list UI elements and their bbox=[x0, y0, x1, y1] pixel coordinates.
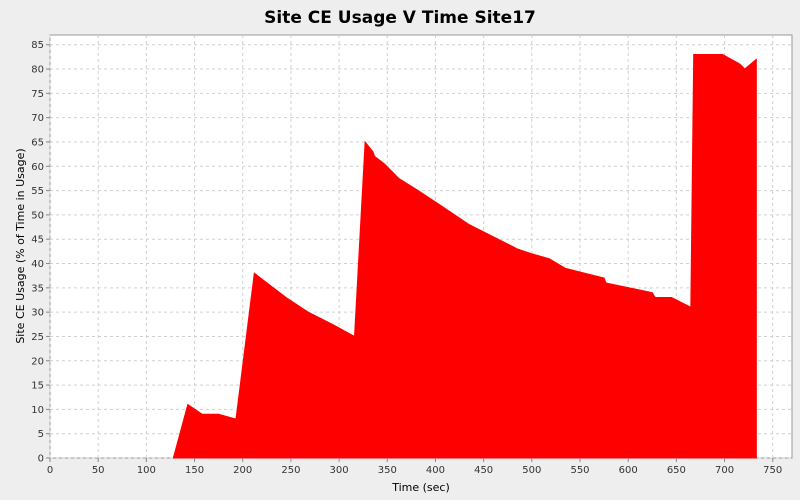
x-tick-label: 450 bbox=[474, 465, 493, 476]
area-layer bbox=[172, 53, 757, 459]
x-tick-label: 50 bbox=[92, 465, 105, 476]
y-tick-label: 50 bbox=[31, 210, 44, 221]
y-tick-label: 35 bbox=[31, 283, 44, 294]
y-tick-label: 75 bbox=[31, 89, 44, 100]
x-tick-label: 650 bbox=[667, 465, 686, 476]
y-tick-label: 65 bbox=[31, 137, 44, 148]
y-tick-label: 80 bbox=[31, 65, 44, 76]
y-tick-label: 0 bbox=[38, 454, 44, 465]
x-tick-label: 300 bbox=[330, 465, 349, 476]
y-tick-label: 70 bbox=[31, 113, 44, 124]
x-tick-label: 150 bbox=[185, 465, 204, 476]
x-tick-label: 100 bbox=[137, 465, 156, 476]
y-tick-label: 15 bbox=[31, 381, 44, 392]
y-tick-label: 5 bbox=[38, 429, 44, 440]
y-tick-label: 85 bbox=[31, 40, 44, 51]
y-tick-label: 40 bbox=[31, 259, 44, 270]
x-tick-label: 700 bbox=[715, 465, 734, 476]
x-tick-label: 750 bbox=[763, 465, 782, 476]
x-tick-label: 550 bbox=[570, 465, 589, 476]
y-tick-label: 60 bbox=[31, 162, 44, 173]
x-tick-label: 500 bbox=[522, 465, 541, 476]
y-tick-label: 25 bbox=[31, 332, 44, 343]
y-axis-label: Site CE Usage (% of Time in Usage) bbox=[14, 148, 27, 343]
y-tick-label: 10 bbox=[31, 405, 44, 416]
y-axis-ticks: 0 5 10 15 20 25 30 35 40 45 50 55 60 65 70 75 80 85 bbox=[31, 40, 50, 465]
x-tick-label: 600 bbox=[619, 465, 638, 476]
x-tick-label: 400 bbox=[426, 465, 445, 476]
x-axis-label: Time (sec) bbox=[391, 481, 450, 494]
x-tick-label: 250 bbox=[281, 465, 300, 476]
area-series-Site17 bbox=[172, 53, 757, 459]
x-tick-label: 350 bbox=[378, 465, 397, 476]
chart-title: Site CE Usage V Time Site17 bbox=[264, 8, 536, 28]
x-axis-ticks: 0 50 100 150 200 250 300 350 400 450 500 550 600 650 7… bbox=[47, 458, 782, 476]
y-tick-label: 45 bbox=[31, 235, 44, 246]
y-tick-label: 55 bbox=[31, 186, 44, 197]
x-tick-label: 200 bbox=[233, 465, 252, 476]
x-tick-label: 0 bbox=[47, 465, 53, 476]
y-tick-label: 20 bbox=[31, 356, 44, 367]
y-tick-label: 30 bbox=[31, 308, 44, 319]
